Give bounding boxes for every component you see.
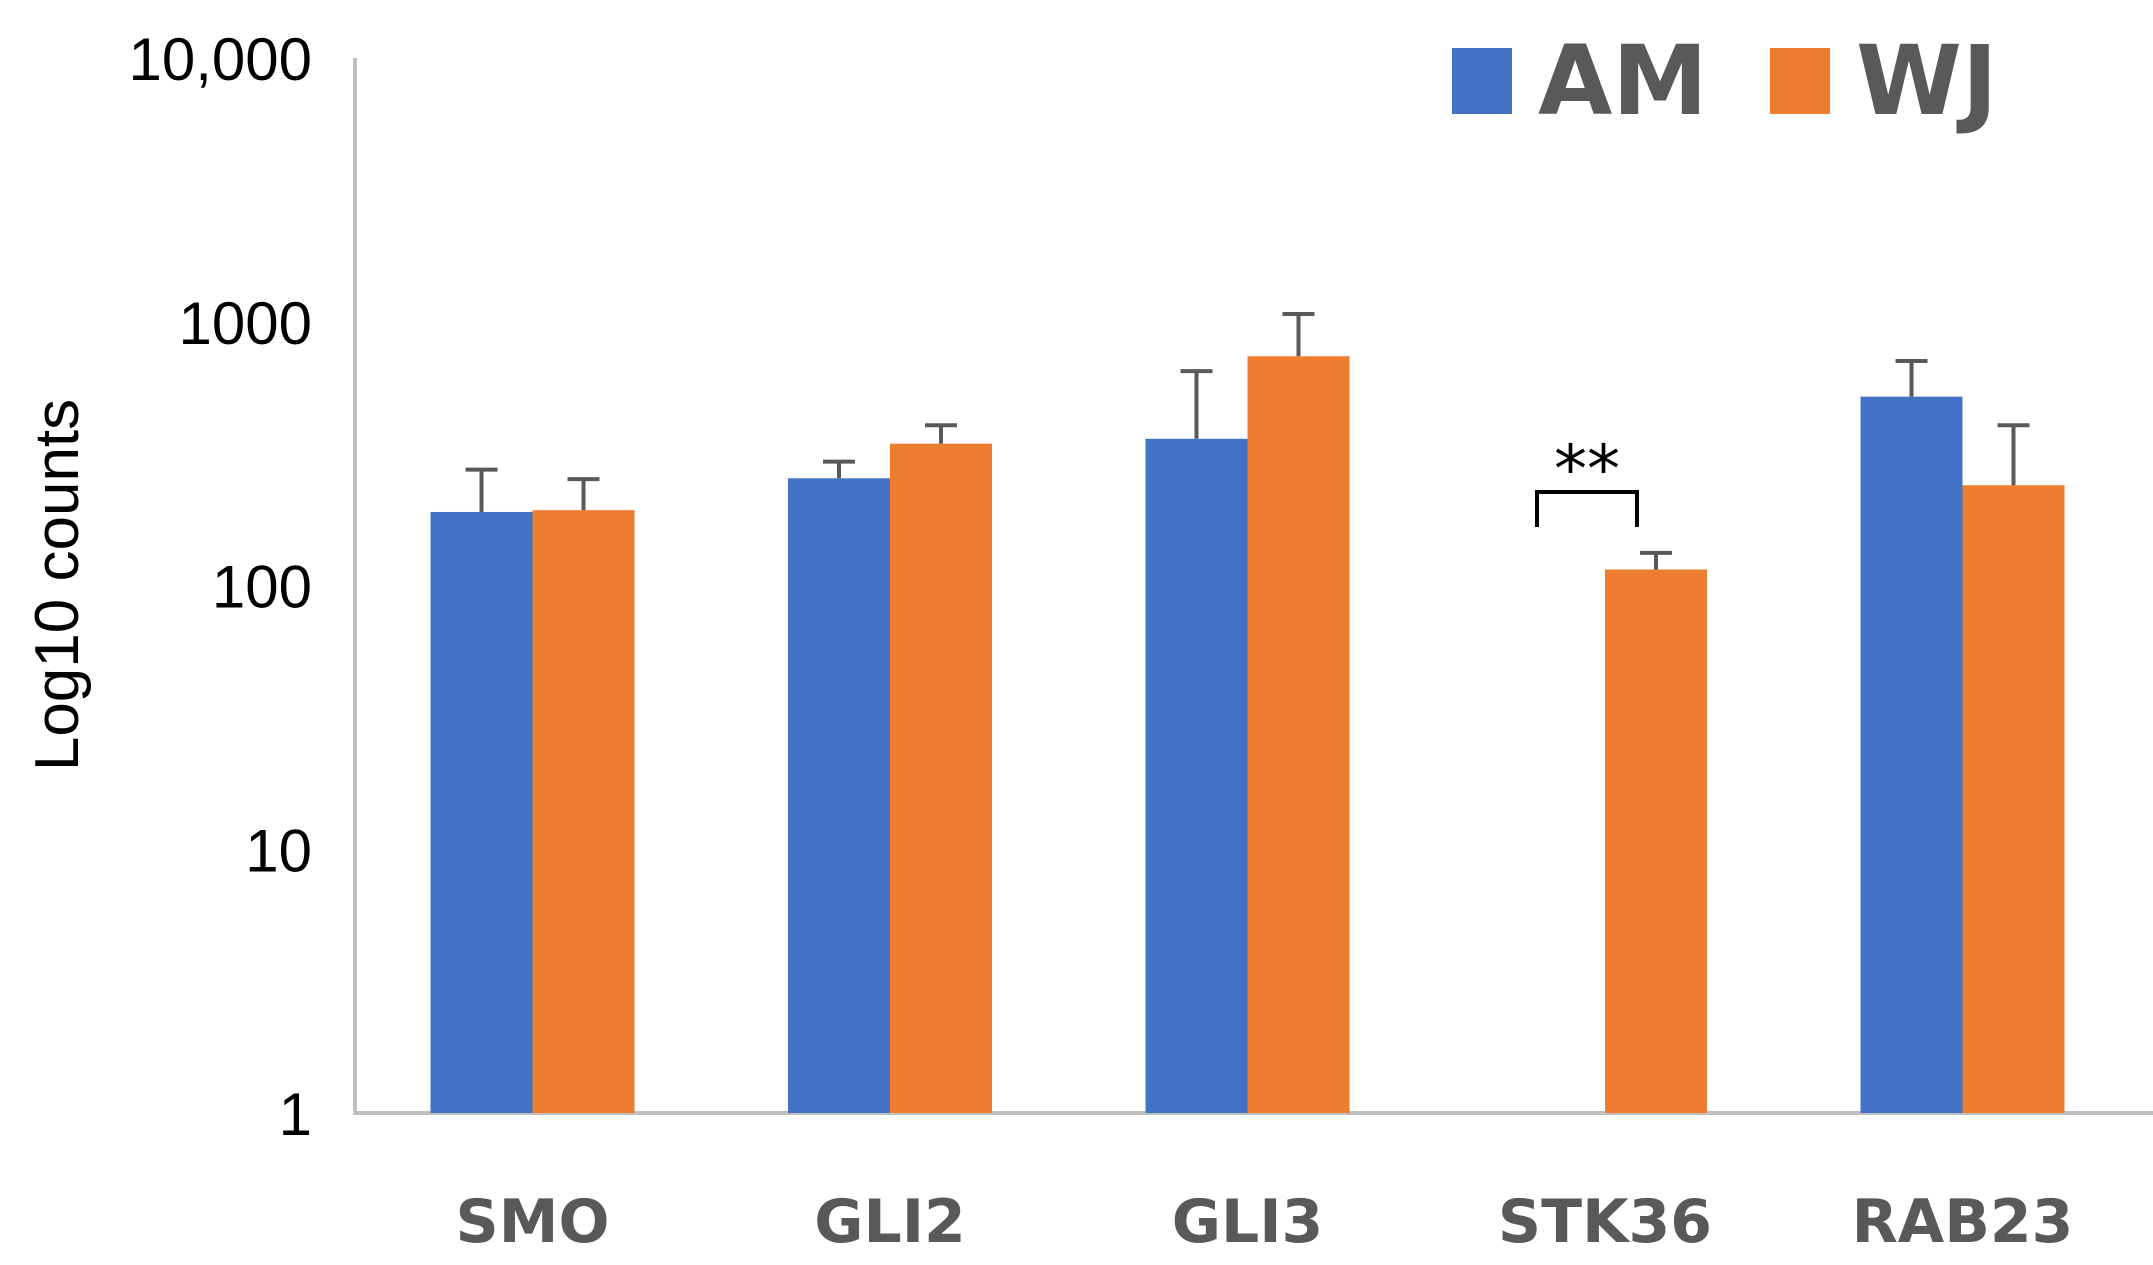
significance-bracket <box>1535 490 1639 527</box>
legend: AM WJ <box>1452 25 1998 137</box>
error-bars <box>465 312 2030 570</box>
bar-am-gli3 <box>1145 438 1248 1113</box>
bar-am-gli2 <box>788 478 890 1113</box>
y-tick-label: 1000 <box>179 290 312 357</box>
y-tick-label: 100 <box>212 554 312 621</box>
y-tick-label: 10 <box>245 817 312 884</box>
bar-wj-gli3 <box>1247 356 1350 1114</box>
y-tick-labels: 1 10 100 1000 10,000 <box>128 26 312 1148</box>
significance-annotation: ** <box>1535 431 1639 527</box>
y-tick-label: 1 <box>279 1081 312 1148</box>
x-tick-label-gli3: GLI3 <box>1172 1187 1324 1257</box>
x-tick-labels: SMO GLI2 GLI3 STK36 RAB23 <box>456 1187 2074 1257</box>
bar-wj-smo <box>532 510 635 1113</box>
x-tick-label-gli2: GLI2 <box>814 1187 966 1257</box>
bars <box>430 356 2065 1114</box>
x-tick-label-rab23: RAB23 <box>1852 1187 2074 1257</box>
legend-label-wj: WJ <box>1856 25 1998 137</box>
y-tick-label: 10,000 <box>128 26 312 93</box>
bar-wj-rab23 <box>1962 485 2065 1113</box>
legend-swatch-am <box>1452 48 1512 114</box>
x-tick-label-smo: SMO <box>456 1187 610 1257</box>
bar-am-rab23 <box>1860 396 1963 1113</box>
legend-swatch-wj <box>1770 48 1830 114</box>
legend-label-am: AM <box>1538 25 1708 137</box>
x-tick-label-stk36: STK36 <box>1498 1187 1712 1257</box>
significance-marker: ** <box>1554 431 1620 508</box>
bar-am-smo <box>430 511 533 1113</box>
bar-wj-gli2 <box>890 443 992 1113</box>
y-axis-label: Log10 counts <box>23 399 92 771</box>
bar-wj-stk36 <box>1605 569 1707 1113</box>
